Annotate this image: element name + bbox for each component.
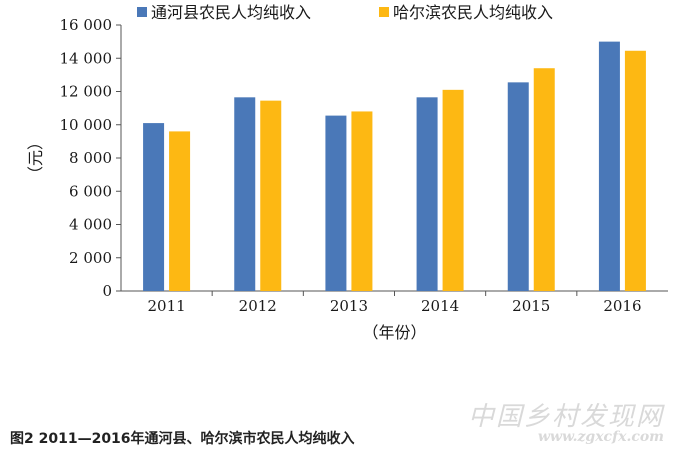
- bar-tonghe-2015: [507, 82, 529, 291]
- figure-caption: 图2 2011—2016年通河县、哈尔滨市农民人均纯收入: [10, 431, 355, 447]
- legend-swatch: [137, 7, 147, 17]
- y-tick-label: 4 000: [69, 216, 112, 234]
- watermark: 中国乡村发现网 www.zgxcfx.com: [468, 396, 664, 445]
- x-tick-label: 2015: [512, 297, 550, 315]
- x-tick-label: 2012: [239, 297, 277, 315]
- chart-svg: 0 2 000 4 000 6 000 8 000 10 000 12 000 14 000 1…: [26, 3, 668, 342]
- bar-harbin-2015: [533, 68, 555, 291]
- x-tick-label: 2011: [147, 297, 185, 315]
- bar-harbin-2012: [260, 100, 282, 291]
- y-tick-label: 8 000: [69, 149, 112, 167]
- legend-label: 通河县农民人均纯收入: [151, 3, 311, 22]
- bar-tonghe-2013: [325, 115, 347, 291]
- y-tick-label: 10 000: [60, 116, 113, 134]
- y-tick-label: 16 000: [60, 16, 113, 34]
- legend-swatch: [379, 7, 389, 17]
- y-tick-label: 14 000: [60, 49, 113, 67]
- bar-tonghe-2016: [598, 41, 620, 291]
- legend-label: 哈尔滨农民人均纯收入: [393, 3, 553, 22]
- bar-harbin-2011: [169, 131, 191, 291]
- y-tick-label: 2 000: [69, 249, 112, 267]
- watermark-url: www.zgxcfx.com: [537, 429, 664, 445]
- y-axis-title: （元）: [26, 134, 45, 182]
- x-axis-title: （年份）: [362, 323, 426, 342]
- watermark-text: 中国乡村发现网: [467, 402, 664, 432]
- bar-harbin-2016: [624, 50, 646, 291]
- bar-harbin-2014: [442, 89, 464, 292]
- y-tick-label: 0: [102, 282, 112, 300]
- bar-tonghe-2012: [234, 97, 256, 291]
- x-tick-label: 2013: [330, 297, 368, 315]
- x-tick-label: 2016: [603, 297, 641, 315]
- y-tick-label: 12 000: [60, 83, 113, 101]
- y-tick-label: 6 000: [69, 182, 112, 200]
- bar-harbin-2013: [351, 111, 373, 291]
- bar-tonghe-2011: [143, 123, 165, 292]
- x-tick-label: 2014: [421, 297, 459, 315]
- bar-tonghe-2014: [416, 97, 438, 291]
